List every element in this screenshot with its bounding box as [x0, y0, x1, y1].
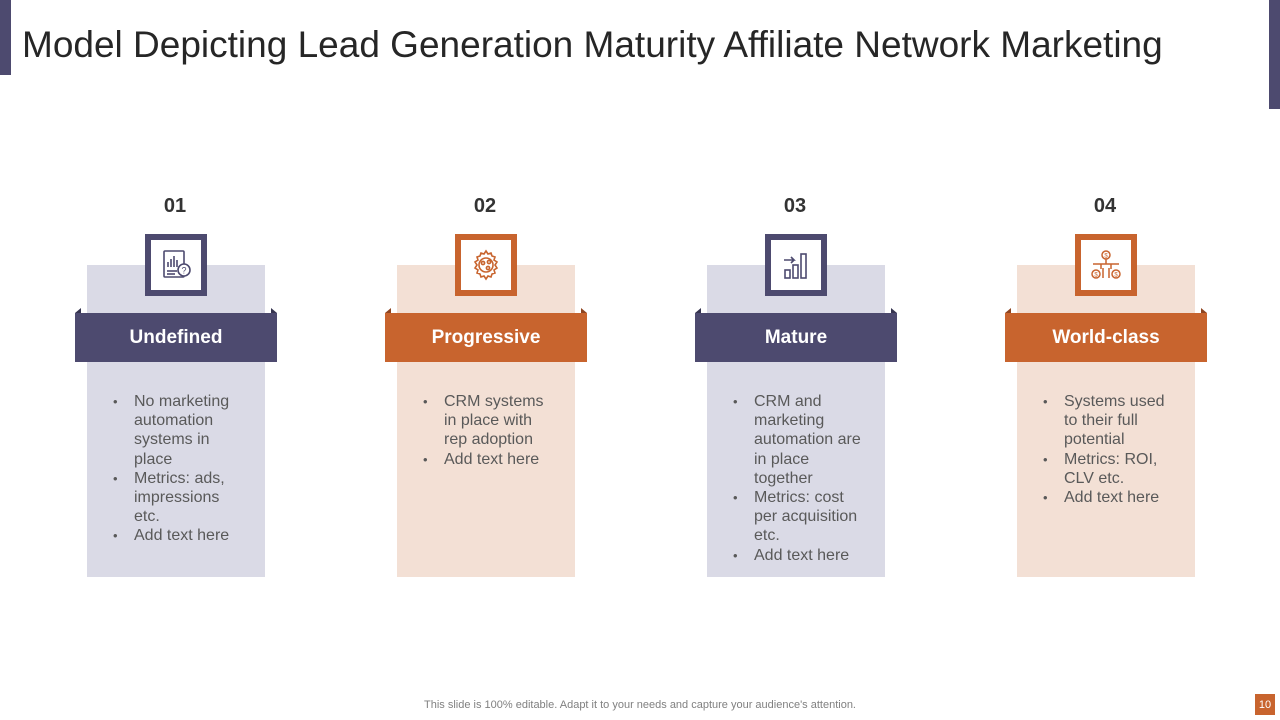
icon-box: ?	[145, 234, 207, 296]
bullet-item: Add text here	[1043, 488, 1173, 507]
stage-card-world-class: 04 World-class $ $ $ Systems used to the…	[1005, 0, 1207, 720]
stage-card-progressive: 02 Progressive CRM systems in place with…	[385, 0, 587, 720]
stage-number: 01	[163, 195, 187, 217]
bullet-item: Metrics: ads, impressions etc.	[113, 469, 243, 527]
footer-note: This slide is 100% editable. Adapt it to…	[424, 699, 856, 711]
bullet-item: Add text here	[113, 526, 243, 545]
stage-label: Mature	[695, 313, 897, 362]
bullet-item: Add text here	[423, 450, 553, 469]
page-number-badge: 10	[1255, 694, 1275, 715]
stage-number: 03	[783, 195, 807, 217]
stage-bullets: CRM and marketing automation are in plac…	[733, 392, 863, 565]
svg-text:$: $	[1104, 254, 1108, 260]
bullet-item: CRM systems in place with rep adoption	[423, 392, 553, 450]
gear-money-icon	[473, 249, 499, 281]
ribbon-fold-right	[891, 308, 897, 313]
right-accent-bar	[1269, 0, 1280, 109]
icon-box: $ $ $	[1075, 234, 1137, 296]
stage-label: Undefined	[75, 313, 277, 362]
bullet-item: Metrics: ROI, CLV etc.	[1043, 450, 1173, 488]
left-accent-bar	[0, 0, 11, 75]
bullet-item: Metrics: cost per acquisition etc.	[733, 488, 863, 546]
bullet-item: CRM and marketing automation are in plac…	[733, 392, 863, 488]
money-network-icon: $ $ $	[1091, 250, 1121, 279]
bullet-item: Add text here	[733, 546, 863, 565]
bullet-item: Systems used to their full potential	[1043, 392, 1173, 450]
svg-text:$: $	[1114, 273, 1118, 279]
ribbon-fold-right	[1201, 308, 1207, 313]
ribbon-fold-right	[271, 308, 277, 313]
report-chart-question-icon: ?	[163, 250, 191, 278]
stage-label: Progressive	[385, 313, 587, 362]
bullet-item: No marketing automation systems in place	[113, 392, 243, 469]
stage-card-undefined: 01 Undefined ? No marketing automation s…	[75, 0, 277, 720]
stage-bullets: Systems used to their full potential Met…	[1043, 392, 1173, 507]
icon-box	[455, 234, 517, 296]
ribbon-fold-left	[385, 308, 391, 313]
ribbon-fold-right	[581, 308, 587, 313]
svg-text:$: $	[1094, 273, 1098, 279]
icon-box	[765, 234, 827, 296]
svg-text:?: ?	[181, 266, 186, 276]
growth-bars-arrow-icon	[784, 253, 807, 279]
stage-number: 04	[1093, 195, 1117, 217]
stage-number: 02	[473, 195, 497, 217]
stage-bullets: No marketing automation systems in place…	[113, 392, 243, 546]
stage-label: World-class	[1005, 313, 1207, 362]
ribbon-fold-left	[1005, 308, 1011, 313]
stage-bullets: CRM systems in place with rep adoption A…	[423, 392, 553, 469]
ribbon-fold-left	[695, 308, 701, 313]
slide-title: Model Depicting Lead Generation Maturity…	[22, 24, 1163, 65]
ribbon-fold-left	[75, 308, 81, 313]
stage-card-mature: 03 Mature CRM and marketing automation a…	[695, 0, 897, 720]
